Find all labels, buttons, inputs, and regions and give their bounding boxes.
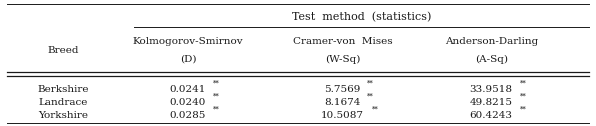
Text: 5.7569: 5.7569 bbox=[324, 85, 361, 94]
Text: Test  method  (statistics): Test method (statistics) bbox=[292, 11, 432, 22]
Text: **: ** bbox=[213, 93, 219, 101]
Text: Anderson-Darling: Anderson-Darling bbox=[445, 37, 538, 46]
Text: (W-Sq): (W-Sq) bbox=[325, 55, 361, 64]
Text: (D): (D) bbox=[180, 55, 196, 64]
Text: 49.8215: 49.8215 bbox=[470, 98, 513, 107]
Text: Cramer-von  Mises: Cramer-von Mises bbox=[293, 37, 392, 46]
Text: **: ** bbox=[520, 80, 527, 88]
Text: **: ** bbox=[367, 80, 374, 88]
Text: 0.0285: 0.0285 bbox=[170, 111, 206, 120]
Text: Yorkshire: Yorkshire bbox=[38, 111, 88, 120]
Text: 0.0240: 0.0240 bbox=[170, 98, 206, 107]
Text: **: ** bbox=[213, 105, 219, 113]
Text: **: ** bbox=[367, 93, 374, 101]
Text: **: ** bbox=[371, 105, 378, 113]
Text: (A-Sq): (A-Sq) bbox=[475, 55, 508, 64]
Text: 10.5087: 10.5087 bbox=[321, 111, 364, 120]
Text: 33.9518: 33.9518 bbox=[470, 85, 513, 94]
Text: Berkshire: Berkshire bbox=[38, 85, 89, 94]
Text: **: ** bbox=[213, 80, 219, 88]
Text: Landrace: Landrace bbox=[38, 98, 88, 107]
Text: 8.1674: 8.1674 bbox=[324, 98, 361, 107]
Text: **: ** bbox=[520, 93, 527, 101]
Text: **: ** bbox=[520, 105, 527, 113]
Text: 60.4243: 60.4243 bbox=[470, 111, 513, 120]
Text: Breed: Breed bbox=[47, 46, 79, 55]
Text: 0.0241: 0.0241 bbox=[170, 85, 206, 94]
Text: Kolmogorov-Smirnov: Kolmogorov-Smirnov bbox=[133, 37, 243, 46]
